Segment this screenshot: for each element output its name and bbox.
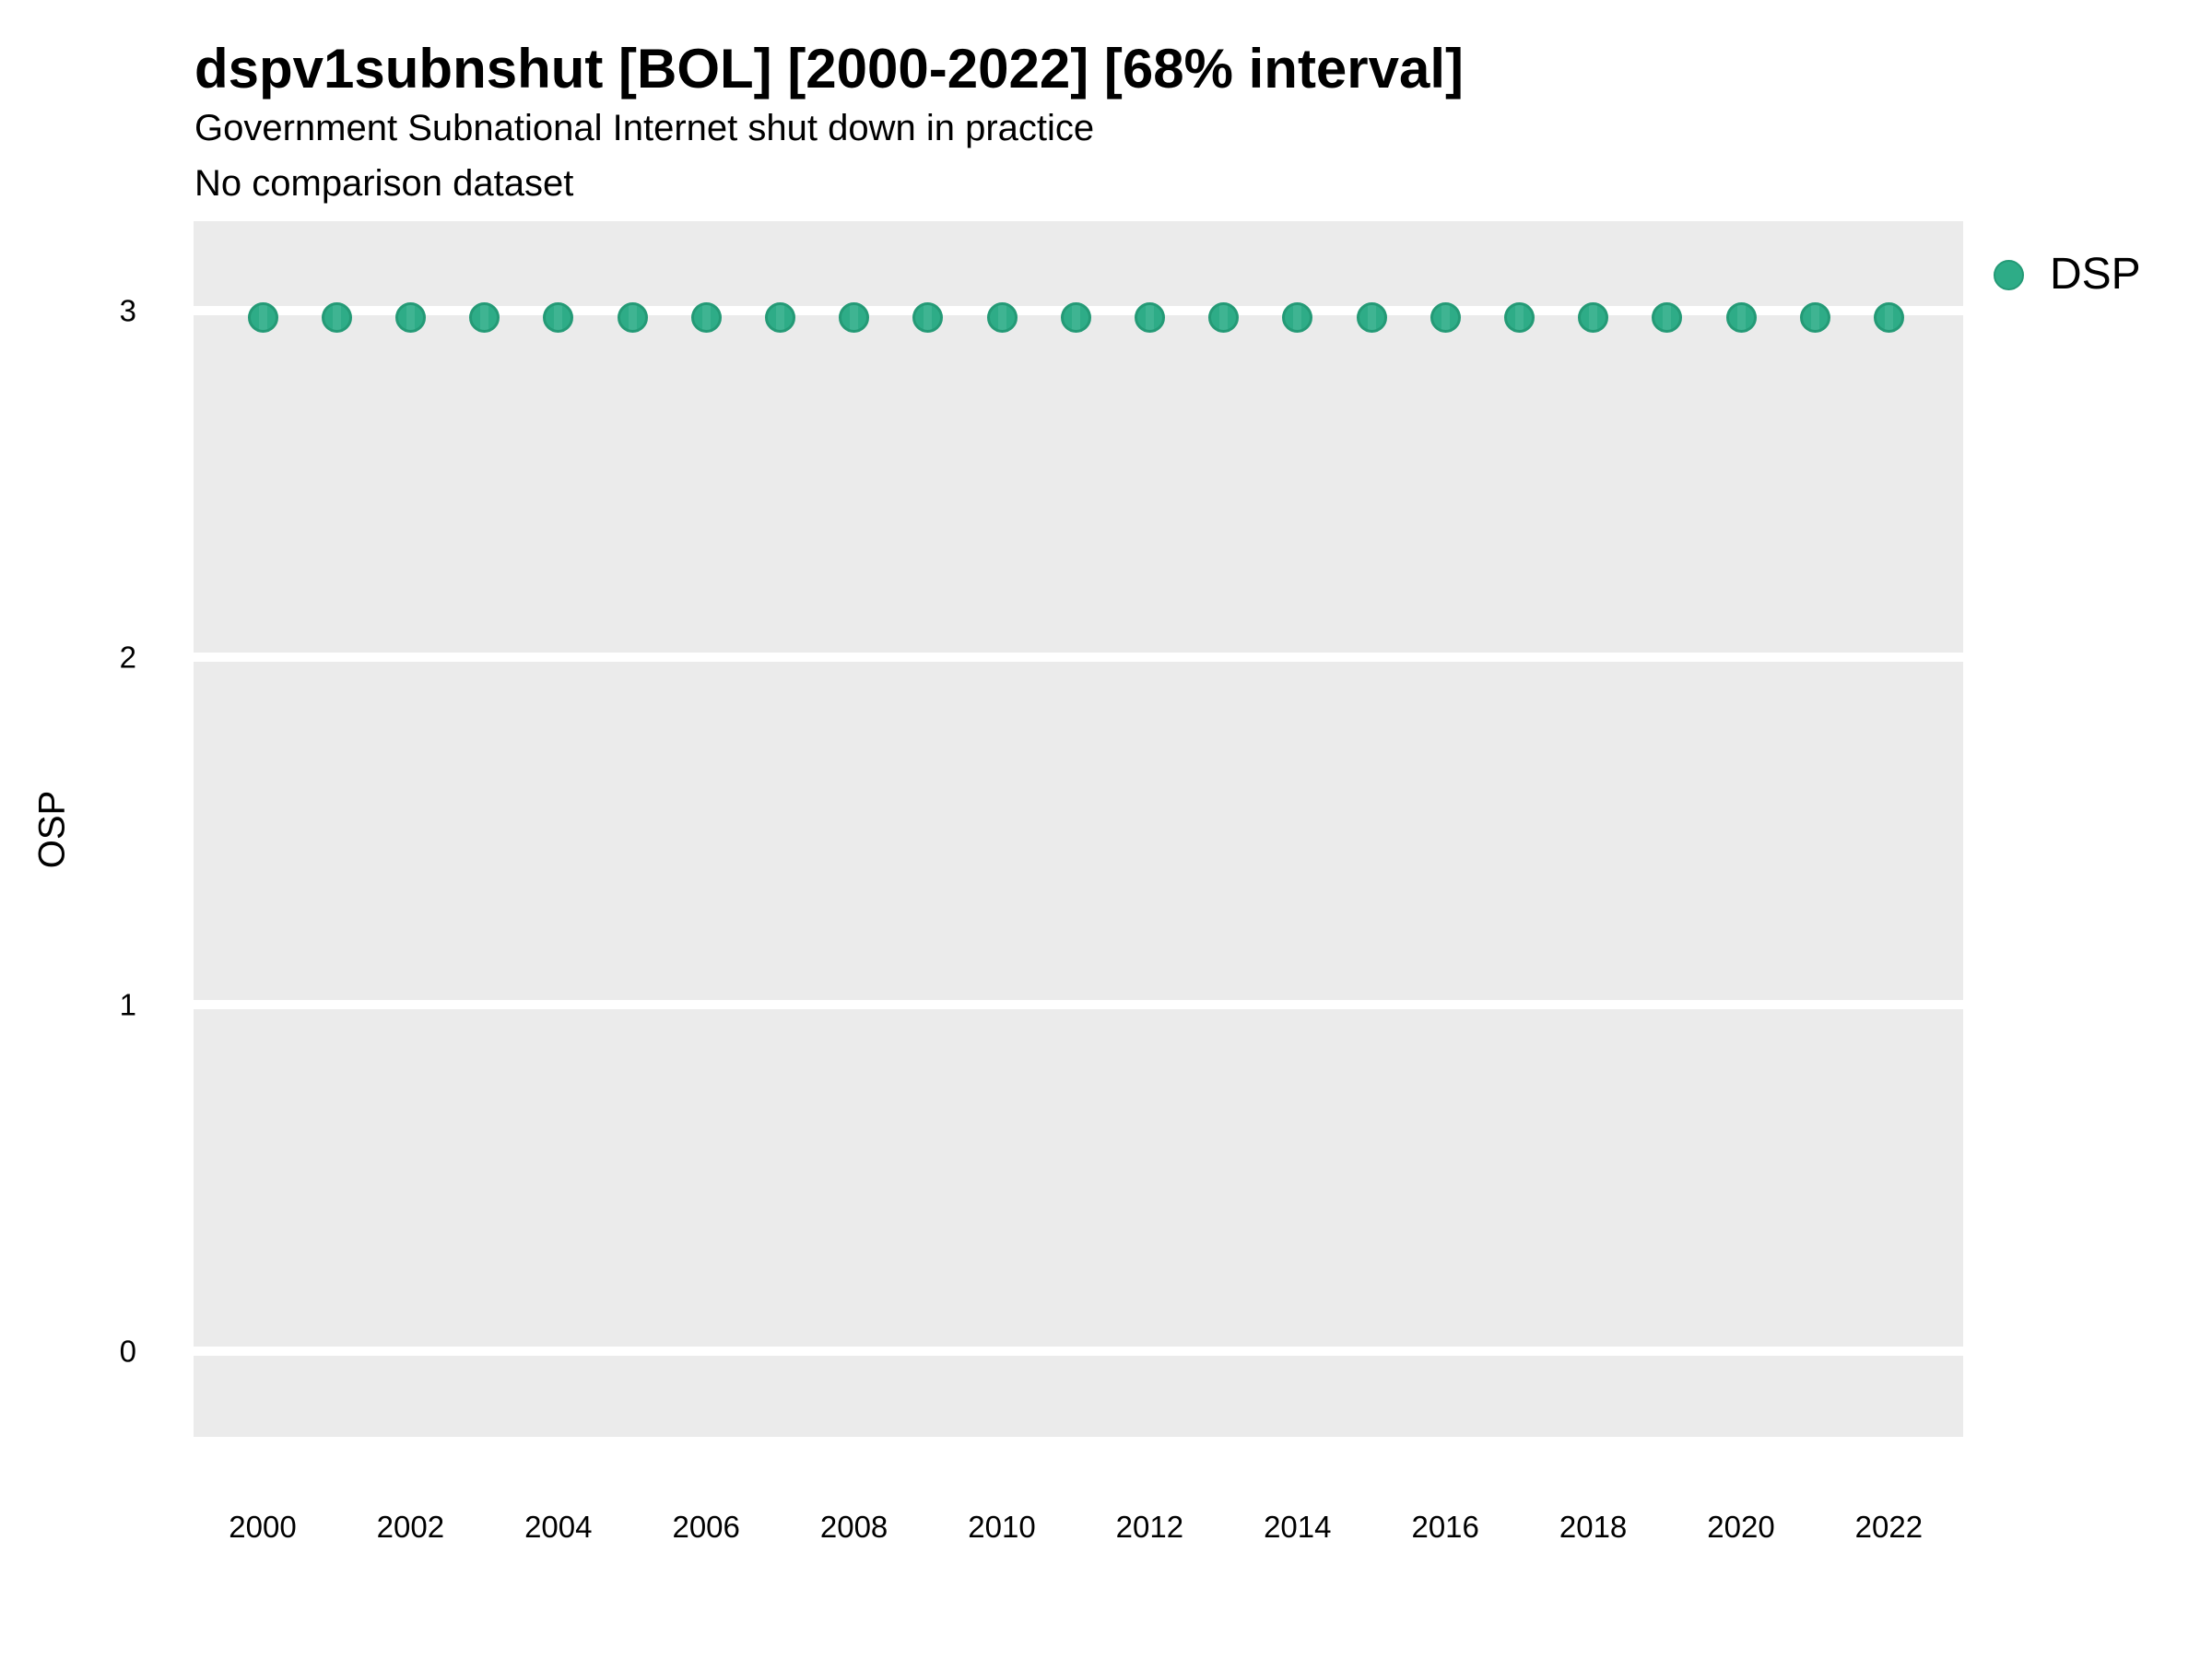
y-tick-label-1: 1 <box>119 987 136 1022</box>
x-tick-label-2018: 2018 <box>1559 1510 1628 1544</box>
data-point-dsp-2020 <box>1725 302 1757 334</box>
x-tick-label-2000: 2000 <box>229 1510 297 1544</box>
gridline-y-0 <box>194 1346 1963 1356</box>
data-point-dsp-2016 <box>1430 302 1461 334</box>
data-point-dsp-2017 <box>1503 302 1535 334</box>
chart-title: dspv1subnshut [BOL] [2000-2022] [68% int… <box>194 38 1465 100</box>
data-point-dsp-2002 <box>394 302 426 334</box>
x-tick-label-2004: 2004 <box>524 1510 593 1544</box>
x-tick-label-2020: 2020 <box>1707 1510 1775 1544</box>
data-point-dsp-2022 <box>1873 302 1904 334</box>
data-point-dsp-2006 <box>690 302 722 334</box>
data-point-dsp-2009 <box>912 302 944 334</box>
x-tick-label-2010: 2010 <box>968 1510 1036 1544</box>
data-point-dsp-2021 <box>1799 302 1830 334</box>
legend: DSP <box>1994 250 2141 300</box>
data-point-dsp-2019 <box>1652 302 1683 334</box>
x-tick-label-2006: 2006 <box>672 1510 740 1544</box>
legend-label: DSP <box>2050 250 2141 299</box>
y-tick-label-0: 0 <box>119 1334 136 1369</box>
data-point-dsp-2014 <box>1282 302 1313 334</box>
x-tick-label-2002: 2002 <box>376 1510 445 1544</box>
data-point-dsp-2008 <box>839 302 870 334</box>
data-point-dsp-2018 <box>1578 302 1609 334</box>
legend-marker-icon <box>1994 259 2024 290</box>
data-point-dsp-2003 <box>469 302 500 334</box>
data-point-dsp-2013 <box>1208 302 1240 334</box>
data-point-dsp-2011 <box>1060 302 1091 334</box>
chart-subtitle: Government Subnational Internet shut dow… <box>194 108 1095 148</box>
y-tick-label-3: 3 <box>119 293 136 328</box>
x-tick-label-2012: 2012 <box>1115 1510 1184 1544</box>
data-point-dsp-2010 <box>986 302 1018 334</box>
y-axis-title: OSP <box>31 790 73 869</box>
plot-panel <box>194 221 1963 1437</box>
data-point-dsp-2000 <box>247 302 278 334</box>
data-point-dsp-2007 <box>764 302 795 334</box>
x-tick-label-2016: 2016 <box>1411 1510 1479 1544</box>
gridline-y-2 <box>194 653 1963 663</box>
data-point-dsp-2012 <box>1134 302 1165 334</box>
gridline-y-1 <box>194 999 1963 1009</box>
x-tick-label-2022: 2022 <box>1854 1510 1924 1544</box>
x-tick-label-2008: 2008 <box>819 1510 888 1544</box>
data-point-dsp-2004 <box>543 302 574 334</box>
y-tick-label-2: 2 <box>119 640 136 675</box>
data-point-dsp-2015 <box>1356 302 1387 334</box>
comparison-note: No comparison dataset <box>194 163 574 204</box>
x-tick-label-2014: 2014 <box>1264 1510 1332 1544</box>
data-point-dsp-2001 <box>321 302 352 334</box>
data-point-dsp-2005 <box>617 302 648 334</box>
